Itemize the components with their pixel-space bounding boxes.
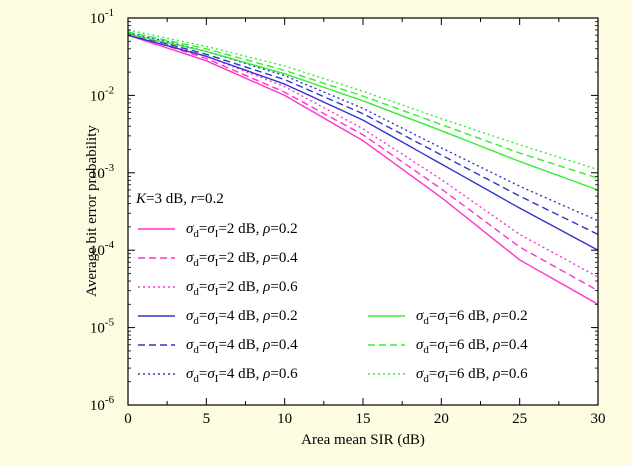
series-line-sigma2-rho0-4 — [127, 32, 599, 292]
y-tick-label: 10-3 — [90, 162, 115, 182]
legend-label: σd=σI=4 dB, ρ=0.6 — [186, 366, 298, 385]
series-line-sigma4-rho0-4 — [127, 32, 599, 236]
series-line-sigma4-rho0-2 — [127, 34, 599, 251]
x-tick-label: 5 — [203, 411, 211, 427]
legend-label: σd=σI=2 dB, ρ=0.4 — [186, 250, 298, 269]
y-tick-label: 10-5 — [90, 317, 115, 337]
series-line-sigma6-rho0-4 — [127, 31, 599, 179]
series-line-sigma6-rho0-6 — [127, 29, 599, 171]
legend-label: σd=σI=2 dB, ρ=0.6 — [186, 279, 298, 298]
x-tick-label: 30 — [591, 411, 606, 427]
legend-label: σd=σI=2 dB, ρ=0.2 — [186, 221, 298, 240]
x-tick-label: 10 — [277, 411, 292, 427]
x-tick-label: 0 — [124, 411, 132, 427]
curves — [127, 29, 599, 305]
legend-label: σd=σI=6 dB, ρ=0.6 — [416, 366, 528, 385]
x-axis-title: Area mean SIR (dB) — [301, 432, 425, 448]
x-tick-label: 20 — [434, 411, 449, 427]
y-tick-label: 10-6 — [90, 394, 115, 414]
y-tick-label: 10-4 — [90, 239, 115, 259]
x-tick-label: 15 — [356, 411, 371, 427]
legend-label: σd=σI=4 dB, ρ=0.4 — [186, 337, 298, 356]
legend-label: σd=σI=6 dB, ρ=0.4 — [416, 337, 528, 356]
ticks: 0 5 10 15 20 25 30 10-6 10-5 10-4 10-3 10-2 10-1 — [90, 7, 606, 427]
legend: σd=σI=2 dB, ρ=0.2 σd=σI=2 dB, ρ=0.4 σd=σI=… — [138, 221, 528, 385]
x-tick-label: 25 — [512, 411, 527, 427]
series-line-sigma2-rho0-2 — [127, 34, 599, 305]
series-line-sigma6-rho0-2 — [127, 33, 599, 191]
legend-label: σd=σI=4 dB, ρ=0.2 — [186, 308, 298, 327]
y-axis-title: Average bit error probability — [84, 125, 100, 297]
plot-area — [128, 18, 598, 405]
legend-label: σd=σI=6 dB, ρ=0.2 — [416, 308, 528, 327]
y-tick-label: 10-1 — [90, 7, 114, 27]
parameter-annotation: K=3 dB, r=0.2 — [135, 191, 224, 207]
y-tick-label: 10-2 — [90, 84, 114, 104]
